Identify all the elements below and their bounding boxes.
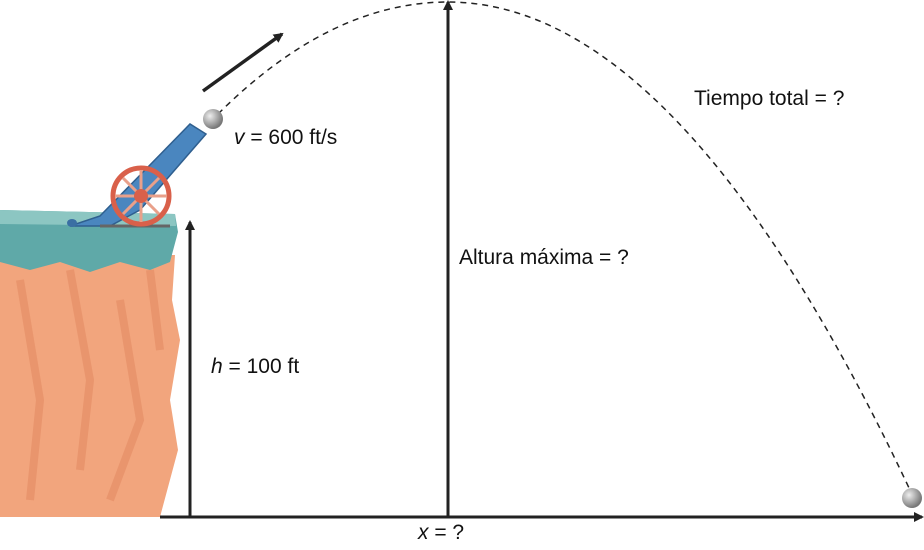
wheel-icon	[110, 165, 172, 227]
cannonball-landing	[902, 488, 922, 508]
velocity-value: = 600 ft/s	[244, 126, 338, 149]
distance-value: = ?	[428, 521, 465, 544]
distance-variable: x	[418, 521, 429, 544]
height-value: = 100 ft	[222, 355, 300, 378]
height-label: h = 100 ft	[211, 355, 299, 379]
height-variable: h	[211, 355, 223, 378]
total-time-label: Tiempo total = ?	[694, 87, 845, 110]
cliff	[0, 210, 180, 517]
cannonball-start	[203, 109, 223, 129]
max-height-label: Altura máxima = ?	[459, 246, 629, 269]
distance-label: x = ?	[418, 521, 464, 545]
velocity-variable: v	[234, 126, 245, 149]
cannon-icon	[67, 123, 208, 228]
direction-arrow	[201, 32, 284, 93]
velocity-label: v = 600 ft/s	[234, 126, 337, 150]
trajectory-path	[217, 1, 911, 491]
